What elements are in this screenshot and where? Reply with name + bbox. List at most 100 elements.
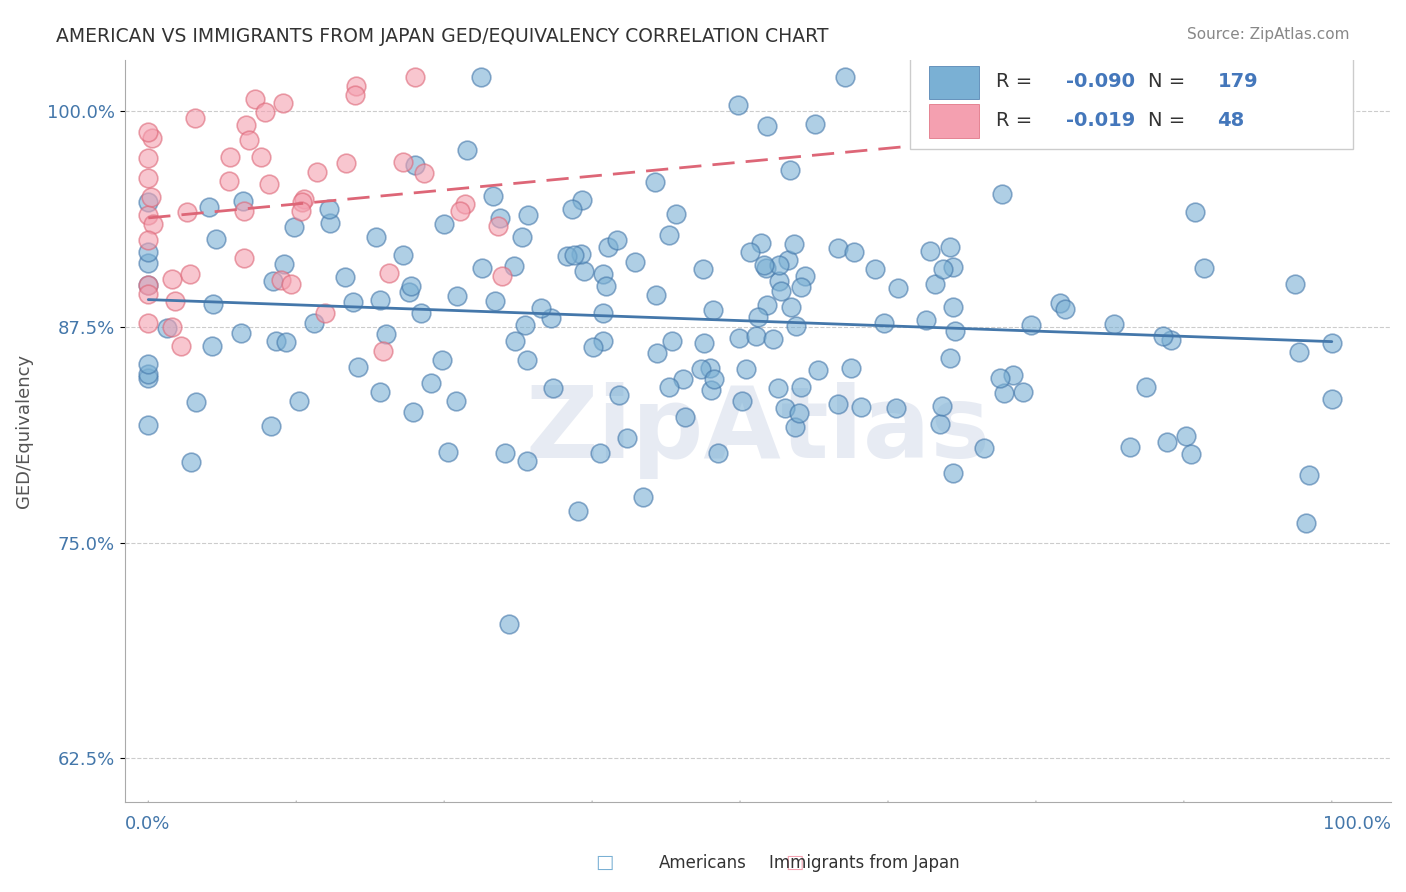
Point [787,406,810,420]
Point [1160,333,1182,347]
Point [914,313,936,327]
Point [1320,335,1343,350]
Point [253,105,276,120]
Point [839,360,862,375]
Point [232,203,254,218]
Point [371,343,394,358]
Point [702,303,724,318]
Point [884,401,907,416]
Point [778,253,800,268]
Point [366,230,388,244]
Point [942,466,965,480]
Point [749,235,772,250]
Point [136,194,159,209]
Point [731,393,754,408]
Point [136,417,159,432]
Point [1152,329,1174,343]
Point [136,125,159,139]
Point [486,219,509,234]
Point [259,177,281,191]
Point [273,257,295,271]
Point [136,357,159,371]
Point [160,319,183,334]
Point [368,385,391,400]
Point [991,186,1014,201]
Point [689,362,711,376]
Point [1184,204,1206,219]
Point [420,376,443,391]
Point [503,259,526,273]
Point [592,306,614,320]
Point [803,117,825,131]
Point [530,301,553,315]
Point [229,326,252,340]
Point [314,306,336,320]
Point [555,249,578,263]
Point [1011,385,1033,400]
Point [184,111,207,125]
Point [238,133,260,147]
Point [665,207,688,221]
Point [783,236,806,251]
Point [727,331,749,345]
Text: ZipAtlas: ZipAtlas [526,382,990,479]
Point [437,444,460,458]
Point [179,267,201,281]
Point [392,154,415,169]
Point [136,256,159,270]
Point [233,251,256,265]
Point [939,240,962,254]
Point [391,248,413,262]
Point [582,340,605,354]
Text: 48: 48 [1218,111,1244,130]
Point [515,353,537,368]
Point [939,351,962,366]
Text: -0.090: -0.090 [1066,72,1135,91]
Point [631,491,654,505]
Point [305,165,328,179]
Point [517,208,540,222]
Point [1049,295,1071,310]
Point [747,310,769,324]
Point [790,380,813,394]
Point [1284,277,1306,291]
Point [249,150,271,164]
Point [827,397,849,411]
Point [470,70,492,84]
Point [170,339,193,353]
FancyBboxPatch shape [929,65,980,99]
Point [136,171,159,186]
Point [752,258,775,272]
Point [335,269,357,284]
Point [136,278,159,293]
Point [794,269,817,284]
FancyBboxPatch shape [910,52,1353,149]
Point [347,359,370,374]
Point [142,217,165,231]
Point [773,401,796,416]
Point [515,318,537,332]
Point [235,118,257,132]
Point [446,288,468,302]
Point [432,353,454,368]
Point [606,233,628,247]
Point [755,261,778,276]
Point [1156,435,1178,450]
Point [484,293,506,308]
Point [979,120,1001,135]
Point [644,175,666,189]
Y-axis label: GED/Equivalency: GED/Equivalency [15,353,32,508]
Point [411,306,433,320]
Point [176,204,198,219]
Point [706,446,728,460]
Point [218,174,240,188]
Point [243,92,266,106]
Point [783,419,806,434]
Point [768,274,790,288]
Point [136,208,159,222]
Point [993,385,1015,400]
Point [673,409,696,424]
Point [402,405,425,419]
Point [1053,301,1076,316]
Point [1298,467,1320,482]
